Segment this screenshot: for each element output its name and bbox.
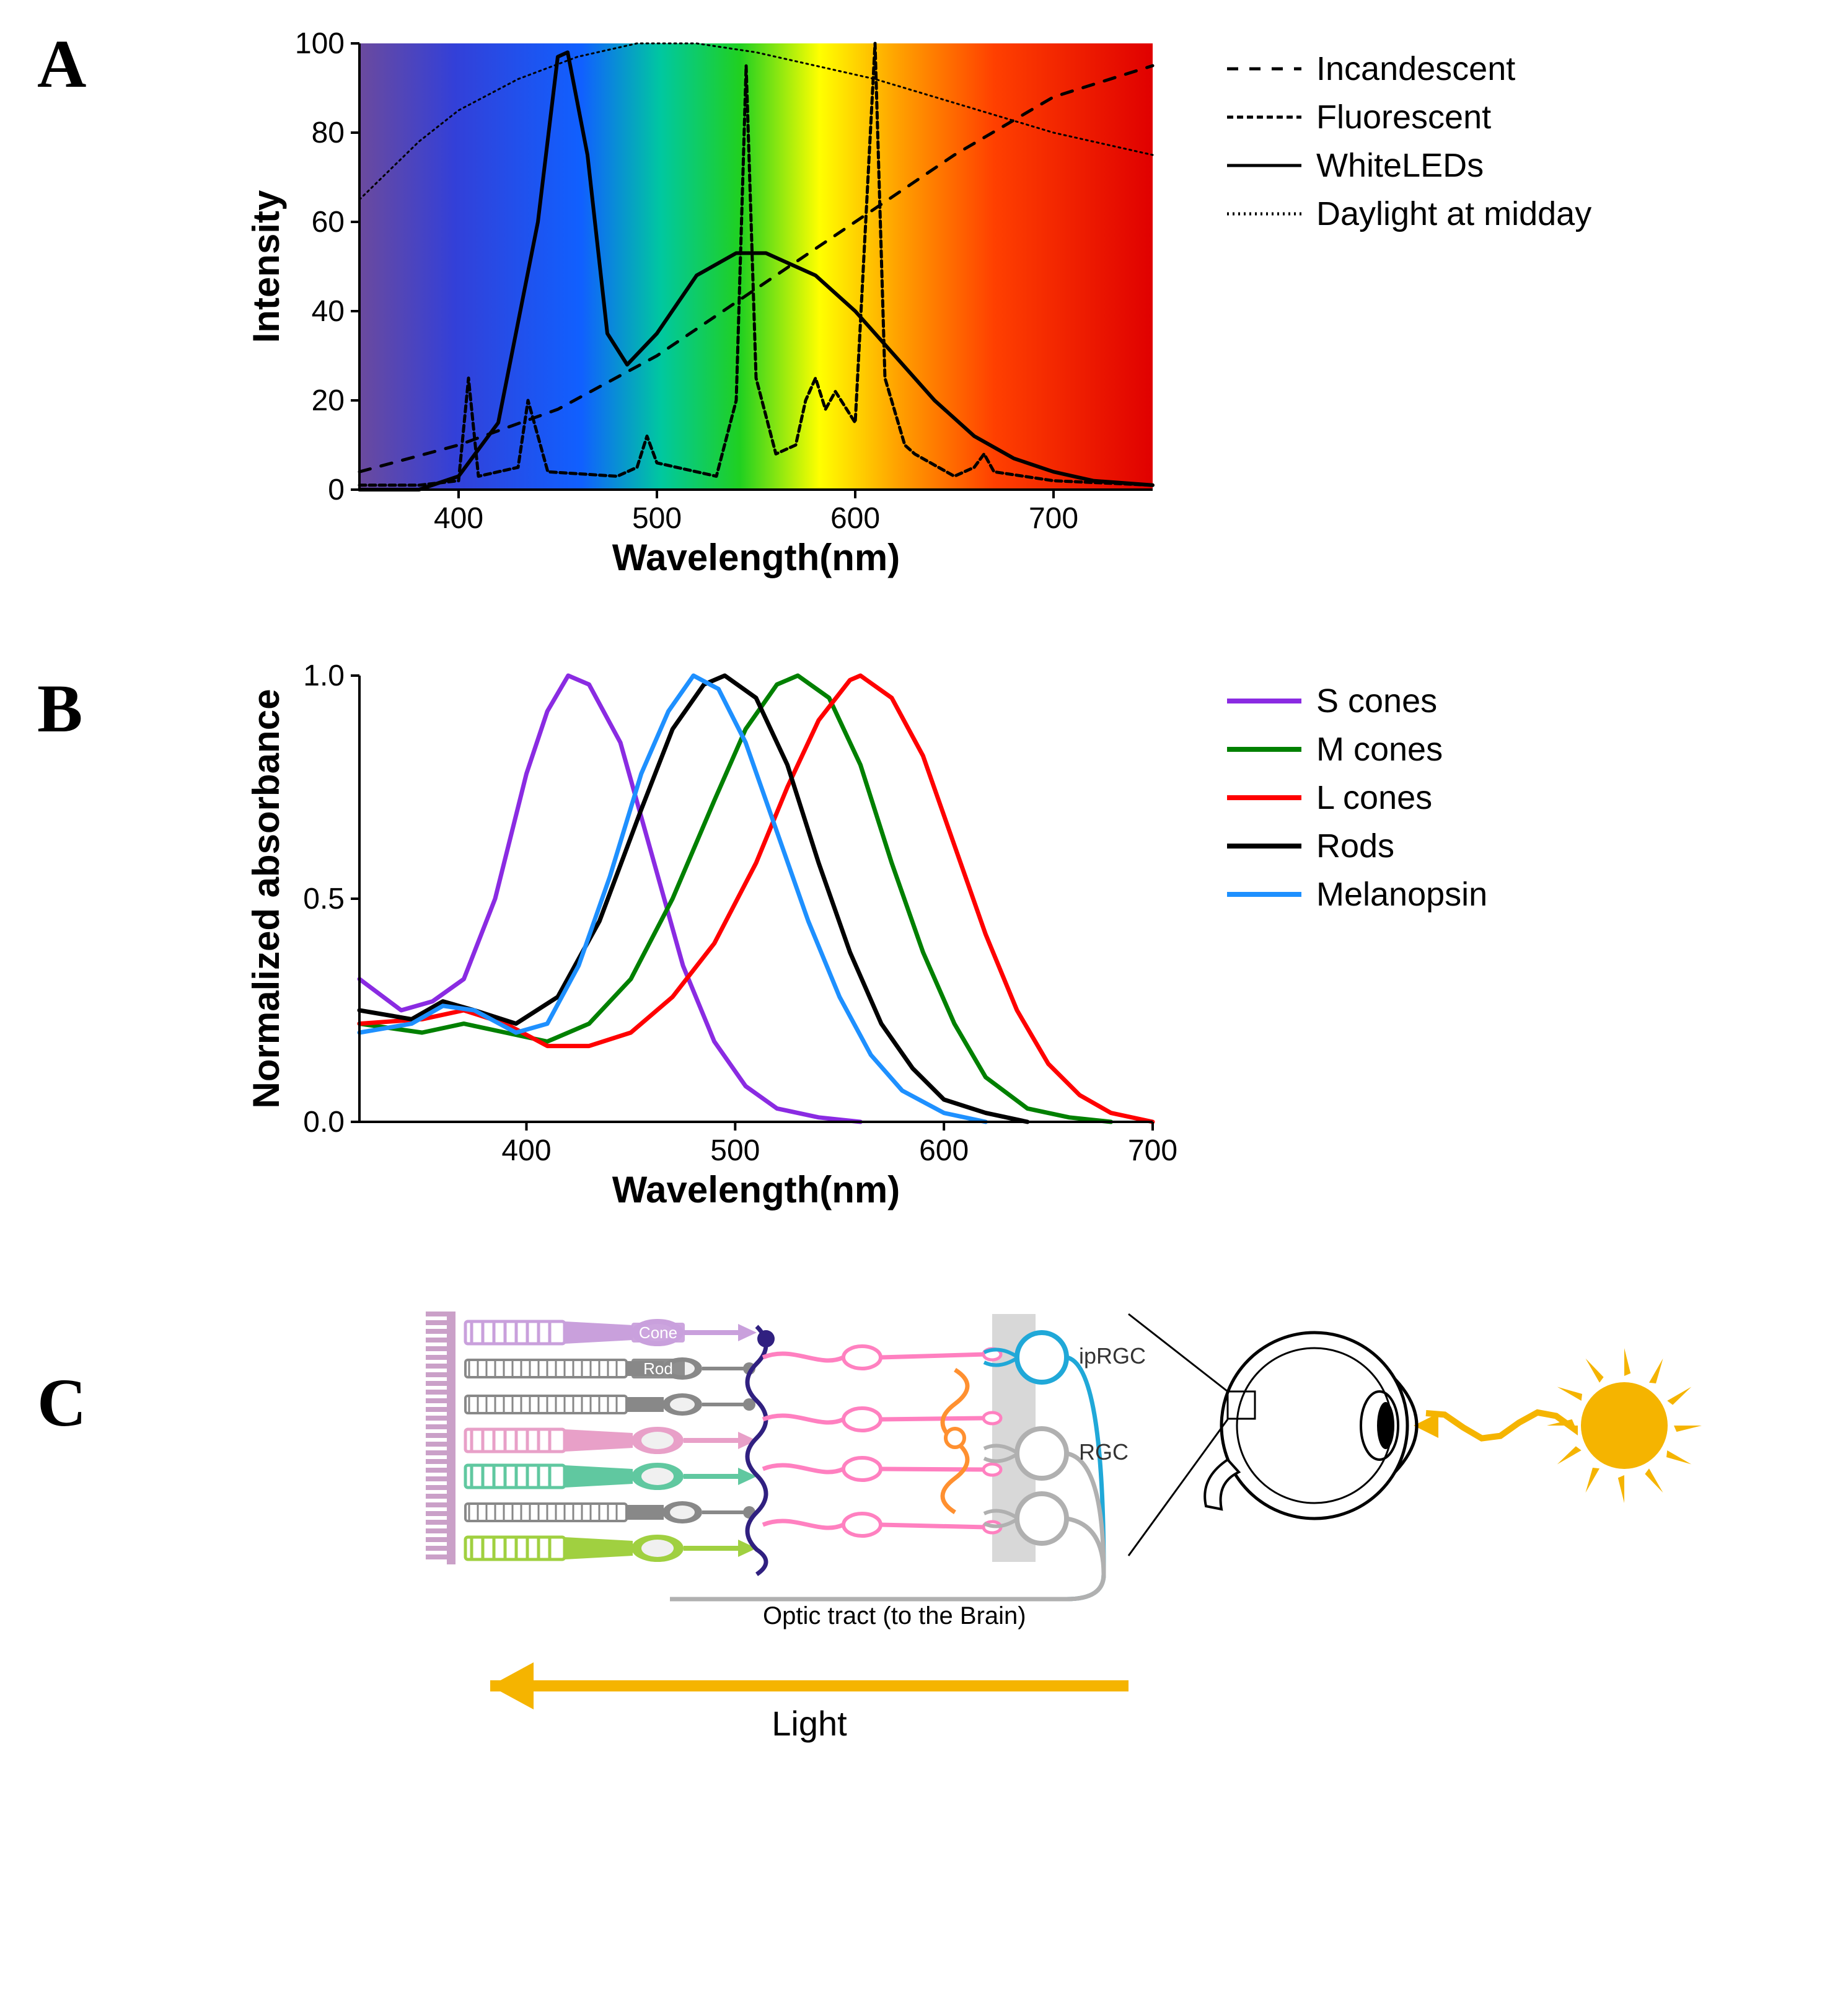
photoreceptor-rod	[465, 1393, 755, 1416]
light-arrow-label: Light	[772, 1704, 847, 1743]
ytick-label: 80	[312, 117, 345, 149]
ytick-label: 60	[312, 206, 345, 239]
photoreceptor-cone	[465, 1463, 757, 1490]
xtick-label: 400	[501, 1134, 551, 1167]
chart-B: 400 500 600 700 0.0 0.5 1.0 Wavelength(nm) Norma…	[248, 657, 1190, 1215]
cell-label: Rod	[643, 1359, 673, 1378]
legend-item-l-cones: L cones	[1227, 778, 1487, 817]
x-axis-title: Wavelength(nm)	[612, 1169, 900, 1210]
xtick-label: 500	[710, 1134, 760, 1167]
legend-item-whiteleds: WhiteLEDs	[1227, 146, 1591, 185]
legend-label: Fluorescent	[1316, 98, 1491, 136]
xtick-label: 700	[1029, 502, 1078, 535]
ytick-label: 0	[328, 474, 345, 506]
photoreceptor-cone	[465, 1427, 757, 1454]
legend-label: Melanopsin	[1316, 875, 1487, 914]
legend-label: WhiteLEDs	[1316, 146, 1484, 185]
bipolar-cell	[763, 1514, 1001, 1536]
chart-A: 400 500 600 700 0 20 40 60 80 100 Wavelength(nm) In…	[248, 25, 1190, 583]
photoreceptor-rod	[465, 1501, 755, 1523]
optic-tract-label: Optic tract (to the Brain)	[763, 1602, 1026, 1629]
y-axis-title: Intensity	[248, 190, 287, 343]
figure-root: A 400 500 600 700 0 20 40 60 80 100 Wavelength(nm)…	[0, 0, 1848, 1872]
legend-item-fluorescent: Fluorescent	[1227, 98, 1591, 136]
photoreceptor-rod: Rod	[465, 1357, 755, 1380]
ytick-label: 0.5	[303, 883, 345, 915]
panel-A-label: A	[37, 25, 86, 104]
ytick-label: 100	[295, 27, 345, 60]
panel-B-label: B	[37, 669, 82, 748]
x-axis-title: Wavelength(nm)	[612, 537, 900, 578]
xtick-label: 400	[434, 502, 483, 535]
cell-label: Cone	[639, 1323, 677, 1342]
bipolar-cell	[763, 1408, 1001, 1431]
bipolar-cell	[763, 1346, 1001, 1369]
light-arrow-head	[490, 1662, 534, 1709]
panel-C: C Cone Rod ipRGC RGC Optic tract (to the Bra…	[37, 1289, 1811, 1773]
photoreceptor-cone: Cone	[465, 1319, 757, 1346]
xtick-label: 600	[830, 502, 880, 535]
legend-item-melanopsin: Melanopsin	[1227, 875, 1487, 914]
legend-label: S cones	[1316, 682, 1437, 720]
legend-label: Daylight at midday	[1316, 195, 1591, 233]
panel-B: B 400 500 600 700 0.0 0.5 1.0 Wavelength(nm) Nor…	[37, 657, 1811, 1215]
legend-item-m-cones: M cones	[1227, 730, 1487, 769]
legend-A: Incandescent Fluorescent WhiteLEDs Daylight…	[1227, 50, 1591, 243]
legend-label: M cones	[1316, 730, 1443, 769]
legend-B: S cones M cones L cones Rods Melanopsin	[1227, 682, 1487, 924]
legend-item-s-cones: S cones	[1227, 682, 1487, 720]
legend-label: Incandescent	[1316, 50, 1515, 88]
ytick-label: 40	[312, 295, 345, 328]
ytick-label: 20	[312, 384, 345, 417]
legend-item-rods: Rods	[1227, 827, 1487, 865]
rgc-label: RGC	[1079, 1439, 1129, 1465]
ytick-label: 1.0	[303, 659, 345, 692]
eye-diagram	[1205, 1333, 1417, 1519]
legend-label: L cones	[1316, 778, 1432, 817]
photoreceptor-cone	[465, 1535, 757, 1562]
legend-label: Rods	[1316, 827, 1394, 865]
ytick-label: 0.0	[303, 1106, 345, 1139]
panel-A: A 400 500 600 700 0 20 40 60 80 100 Wavelength(nm)…	[37, 25, 1811, 583]
xtick-label: 500	[632, 502, 682, 535]
xtick-label: 600	[919, 1134, 969, 1167]
legend-item-incandescent: Incandescent	[1227, 50, 1591, 88]
legend-item-daylight-at-midday: Daylight at midday	[1227, 195, 1591, 233]
diagram-C: Cone Rod ipRGC RGC Optic tract (to the Brain…	[348, 1289, 1711, 1773]
rgc-cell: ipRGC	[670, 1333, 1146, 1599]
rpe-layer	[426, 1314, 447, 1557]
y-axis-title: Normalized absorbance	[248, 689, 287, 1109]
rgc-label: ipRGC	[1079, 1343, 1146, 1369]
retina-schematic: Cone Rod ipRGC RGC Optic tract (to the Brain…	[426, 1312, 1146, 1629]
xtick-label: 700	[1128, 1134, 1177, 1167]
panel-C-label: C	[37, 1364, 86, 1442]
